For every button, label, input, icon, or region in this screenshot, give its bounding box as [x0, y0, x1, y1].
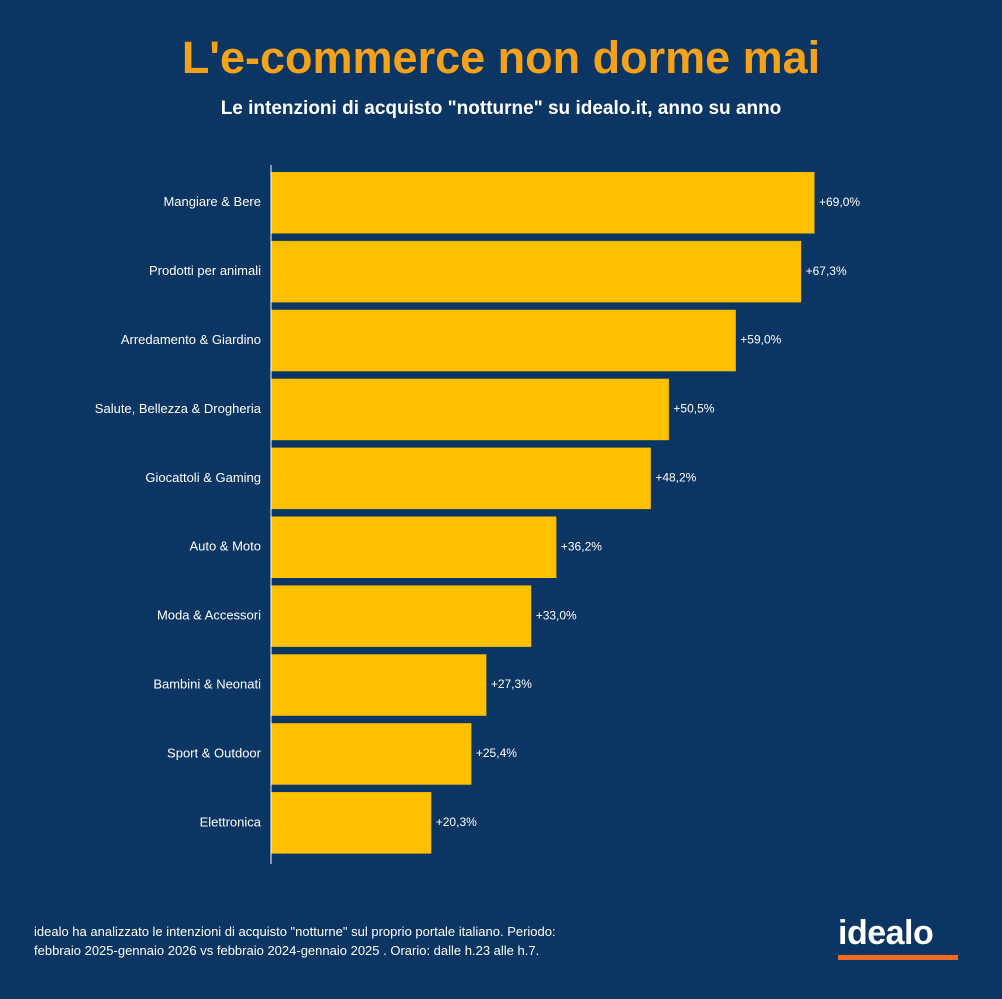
category-label: Moda & Accessori — [157, 608, 261, 623]
logo-text: idealo — [838, 914, 934, 952]
page-title: L'e-commerce non dorme mai — [181, 32, 821, 83]
category-label: Salute, Bellezza & Drogheria — [95, 401, 262, 416]
category-label: Prodotti per animali — [149, 263, 261, 278]
value-label: +25,4% — [476, 746, 517, 760]
value-label: +69,0% — [819, 195, 860, 209]
value-label: +33,0% — [536, 608, 577, 622]
logo-underline — [838, 955, 958, 960]
idealo-logo: idealo — [838, 914, 962, 960]
bar — [271, 240, 802, 303]
bar — [271, 309, 736, 372]
value-label: +50,5% — [673, 402, 714, 416]
bar — [271, 447, 651, 510]
value-label: +27,3% — [491, 677, 532, 691]
footnote-line-1: idealo ha analizzato le intenzioni di ac… — [34, 924, 556, 939]
category-label: Sport & Outdoor — [167, 745, 262, 760]
category-label: Bambini & Neonati — [153, 676, 261, 691]
footnote: idealo ha analizzato le intenzioni di ac… — [34, 922, 674, 960]
bar — [271, 378, 669, 441]
bar — [271, 792, 432, 854]
bar — [271, 172, 815, 234]
value-label: +20,3% — [436, 815, 477, 829]
value-label: +48,2% — [655, 471, 696, 485]
category-label: Elettronica — [200, 814, 262, 829]
category-label: Mangiare & Bere — [163, 194, 261, 209]
category-label: Arredamento & Giardino — [121, 332, 261, 347]
value-label: +67,3% — [806, 264, 847, 278]
category-label: Auto & Moto — [189, 539, 261, 554]
bar — [271, 723, 472, 785]
bar — [271, 585, 532, 647]
value-label: +59,0% — [740, 333, 781, 347]
bar — [271, 516, 557, 578]
page-subtitle: Le intenzioni di acquisto "notturne" su … — [220, 98, 782, 119]
category-label: Giocattoli & Gaming — [145, 470, 261, 485]
value-label: +36,2% — [561, 539, 602, 553]
footnote-line-2: febbraio 2025-gennaio 2026 vs febbraio 2… — [34, 943, 540, 958]
bar — [271, 654, 487, 716]
